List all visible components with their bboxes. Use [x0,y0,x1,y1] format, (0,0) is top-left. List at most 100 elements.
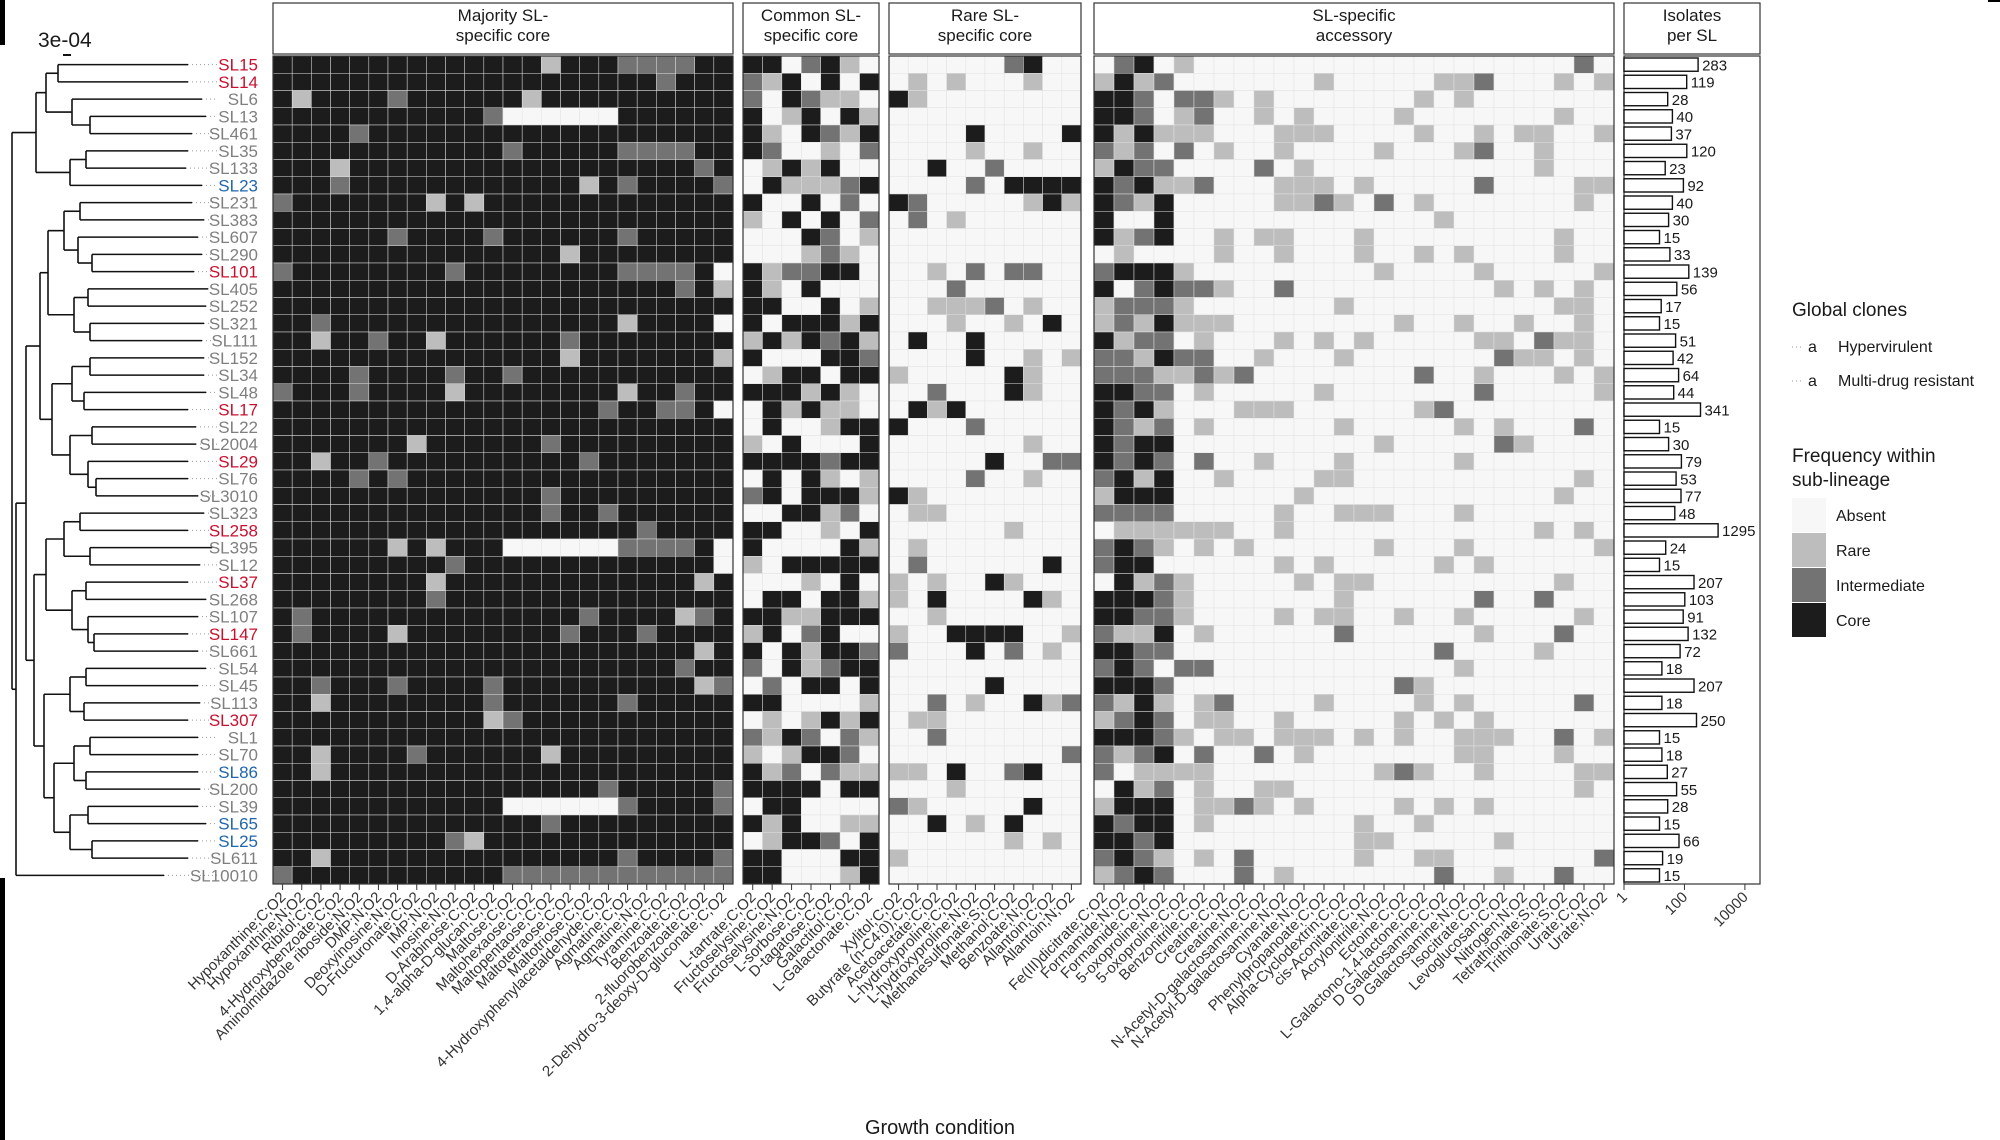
heatmap-cell [1593,711,1615,729]
heatmap-cell [579,814,600,833]
heatmap-cell [820,262,841,281]
heatmap-cell [656,418,676,436]
heatmap-cell [888,400,909,419]
heatmap-cell [291,504,312,522]
heatmap-cell [1573,280,1595,298]
heatmap-cell [617,694,638,712]
heatmap-cell [781,814,802,833]
isolates-count: 1295 [1722,523,1755,540]
isolates-count: 40 [1676,109,1693,126]
heatmap-cell [888,159,909,177]
heatmap-cell [1413,694,1435,712]
heatmap-cell [483,797,504,816]
heatmap-cell [368,366,389,384]
heatmap-cell [330,73,350,91]
isolates-count: 15 [1664,316,1681,333]
heatmap-cell [965,832,986,850]
heatmap-cell [1273,400,1295,419]
heatmap-cell [1193,711,1215,729]
heatmap-cell [1333,711,1355,729]
heatmap-cell [1413,142,1435,160]
heatmap-cell [888,797,909,816]
heatmap-cell [675,176,695,195]
heatmap-cell [801,383,821,402]
heatmap-cell [1061,349,1082,367]
heatmap-cell [1113,607,1135,626]
heatmap-cell [368,763,389,781]
heatmap-cell [946,314,967,333]
heatmap-cell [1593,780,1615,798]
heatmap-cell [694,487,715,505]
heatmap-cell [694,814,715,833]
heatmap-cell [1193,590,1215,609]
heatmap-cell [801,504,821,522]
heatmap-cell [801,814,821,833]
heatmap-cell [781,280,802,298]
heatmap-cell [1373,642,1395,660]
heatmap-cell [1133,90,1155,108]
heatmap-cell [762,176,783,195]
heatmap-cell [1233,849,1255,867]
heatmap-cell [781,90,802,108]
heatmap-cell [636,849,657,867]
heatmap-cell [1553,176,1575,195]
heatmap-cell [1003,107,1024,126]
heatmap-cell [1023,90,1043,108]
isolates-bar [1623,540,1667,555]
heatmap-cell [560,521,580,540]
sub-lineage-label: SL70 [218,746,258,765]
heatmap-cell [713,297,734,315]
heatmap-cell [636,694,657,712]
heatmap-cell [1533,435,1555,453]
heatmap-cell [946,711,967,729]
heatmap-cell [1473,400,1495,419]
heatmap-cell [579,366,600,384]
heatmap-cell [502,711,523,729]
heatmap-cell [965,745,986,764]
heatmap-cell [927,607,947,626]
heatmap-cell [272,297,293,315]
heatmap-cell [801,728,821,747]
heatmap-cell [445,538,465,557]
heatmap-cell [1553,814,1575,833]
heatmap-cell [1153,452,1175,471]
heatmap-cell [1473,590,1495,609]
heatmap-cell [330,504,350,522]
heatmap-cell [1393,728,1415,747]
heatmap-cell [1133,642,1155,660]
heatmap-cell [1353,245,1375,264]
heatmap-cell [1313,280,1335,298]
heatmap-cell [1253,814,1275,833]
isolates-bar [1623,799,1669,814]
heatmap-cell [742,780,763,798]
heatmap-cell [311,659,331,678]
heatmap-cell [579,280,600,298]
heatmap-cell [1313,659,1335,678]
heatmap-cell [820,435,841,453]
heatmap-cell [1353,797,1375,816]
heatmap-cell [820,228,841,246]
heatmap-cell [1173,676,1195,695]
heatmap-cell [1093,349,1115,367]
heatmap-cell [742,400,763,419]
heatmap-cell [1333,331,1355,350]
heatmap-cell [1473,142,1495,160]
heatmap-cell [984,418,1005,436]
heatmap-cell [464,418,485,436]
heatmap-cell [1093,504,1115,522]
heatmap-cell [349,832,370,850]
heatmap-cell [984,90,1005,108]
heatmap-cell [1493,487,1515,505]
heatmap-cell [1173,124,1195,143]
heatmap-cell [1093,832,1115,850]
heatmap-cell [349,556,370,574]
heatmap-cell [636,763,657,781]
heatmap-cell [859,314,880,333]
heatmap-cell [965,521,986,540]
heatmap-cell [984,211,1005,229]
heatmap-cell [1173,469,1195,488]
heatmap-cell [1253,849,1275,867]
heatmap-cell [445,469,465,488]
heatmap-cell [272,556,293,574]
heatmap-cell [1253,435,1275,453]
